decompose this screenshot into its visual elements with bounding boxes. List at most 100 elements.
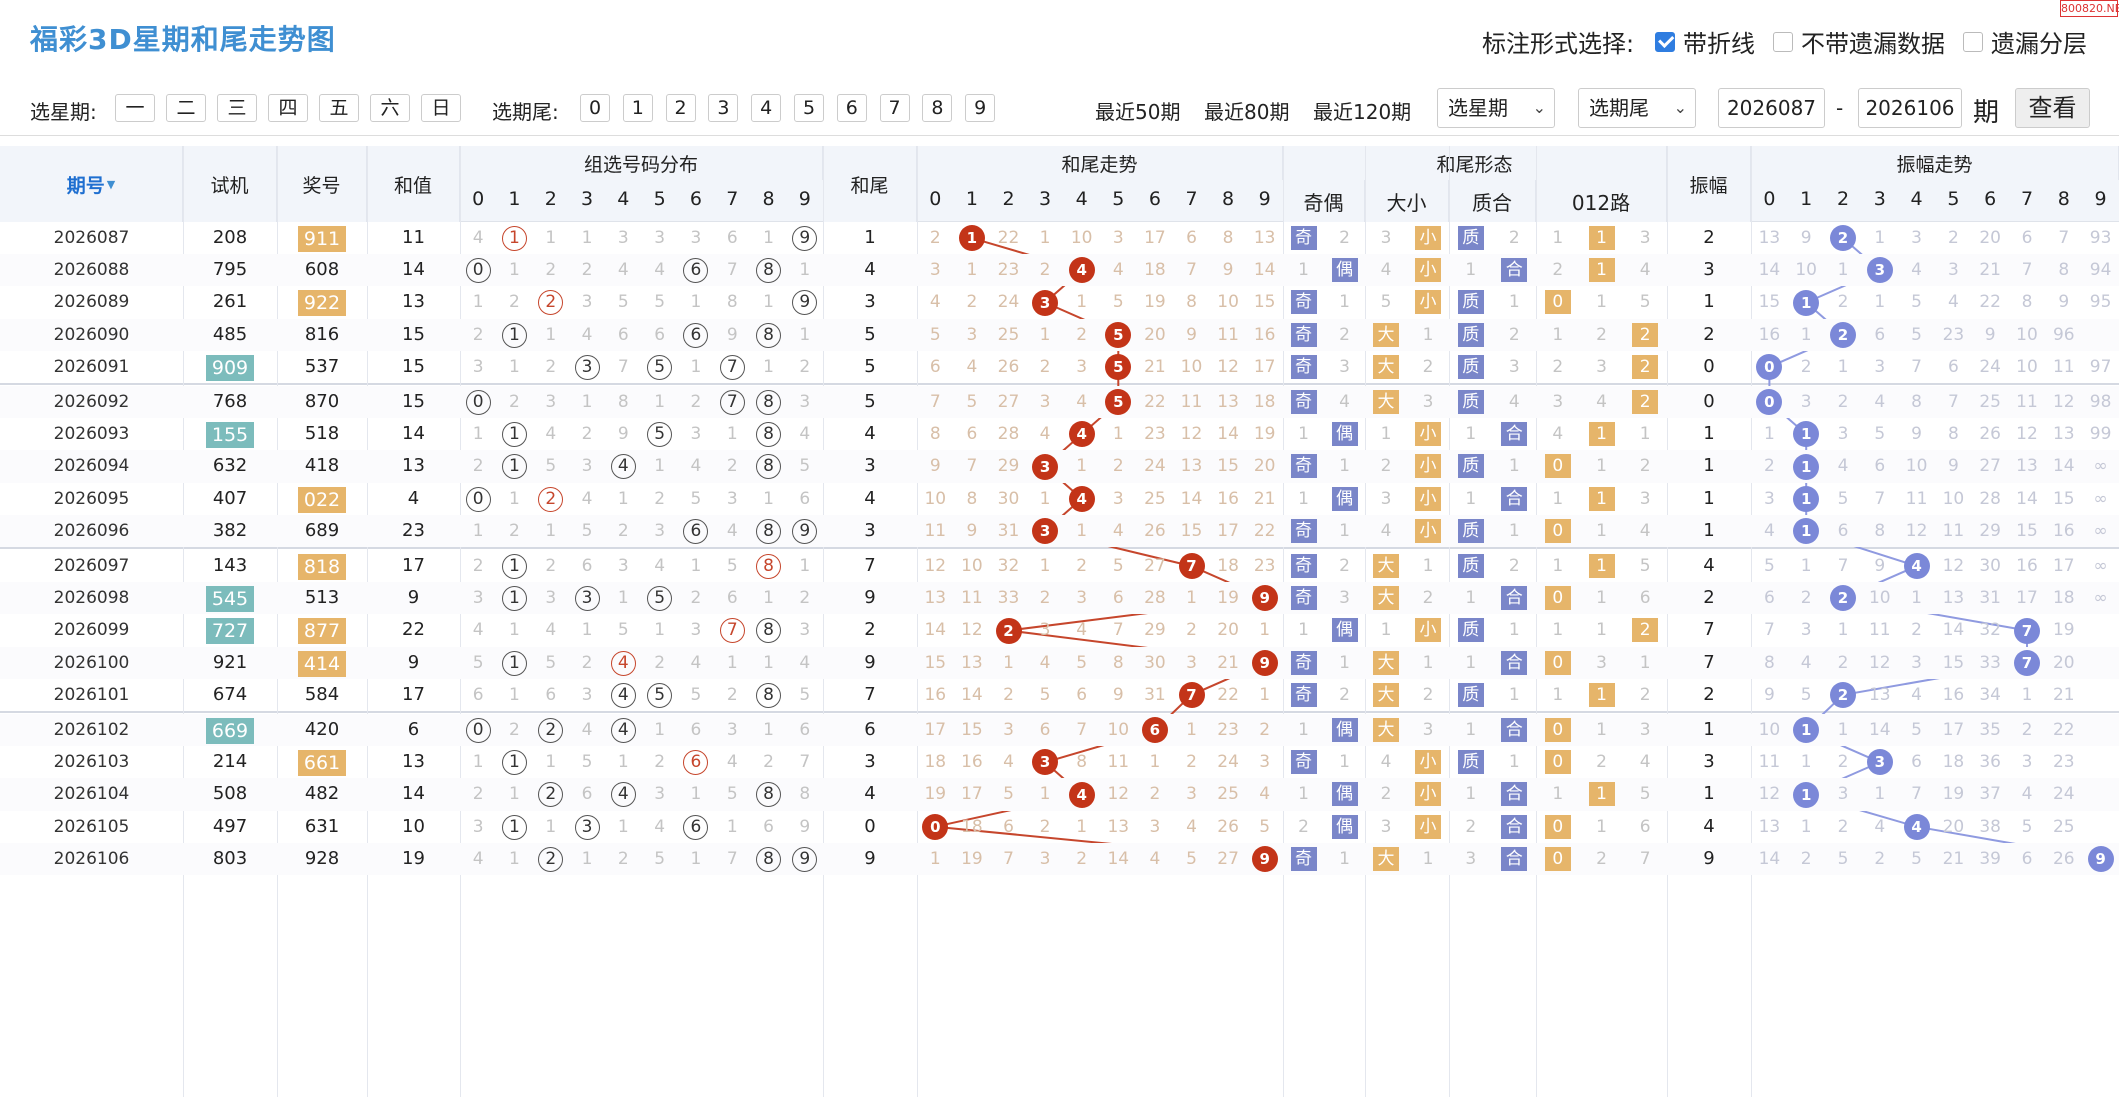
pc-form-cell: 1 bbox=[1465, 260, 1477, 281]
tail-trend-ball: 4 bbox=[1068, 257, 1095, 284]
tail-button-6[interactable]: 6 bbox=[836, 94, 867, 122]
trial-number: 727 bbox=[195, 618, 265, 645]
trial-highlight: 669 bbox=[205, 718, 255, 744]
dist-cell: 2 bbox=[581, 652, 593, 673]
pc-form-cell: 合 bbox=[1496, 782, 1532, 807]
road-cell: 3 bbox=[1596, 356, 1607, 377]
checkbox-with-line[interactable] bbox=[1655, 31, 1675, 52]
amp-trend-miss: 17 bbox=[1942, 720, 1965, 740]
prize-highlight: 661 bbox=[297, 750, 347, 777]
amp-value: 7 bbox=[1703, 619, 1715, 641]
tail-button-1[interactable]: 1 bbox=[622, 94, 653, 122]
bs-form-cell: 小 bbox=[1410, 422, 1446, 447]
checkbox-layered[interactable] bbox=[1963, 31, 1983, 52]
option-layered[interactable]: 遗漏分层 bbox=[1963, 24, 2087, 59]
road-cell: 2 bbox=[1627, 390, 1663, 414]
tail-button-3[interactable]: 3 bbox=[708, 94, 739, 122]
at-digit-header: 2 bbox=[1836, 188, 1850, 210]
tail-trend-miss: 1 bbox=[966, 260, 978, 281]
tail-select[interactable]: 选期尾 ⌄ bbox=[1578, 88, 1696, 128]
weekday-button-7[interactable]: 日 bbox=[421, 94, 461, 122]
tail-button-4[interactable]: 4 bbox=[751, 94, 782, 122]
bs-form-cell: 小 bbox=[1410, 814, 1446, 839]
sum-value: 9 bbox=[407, 587, 420, 609]
oe-form-cell: 偶 bbox=[1327, 618, 1363, 643]
weekday-select[interactable]: 选星期 ⌄ bbox=[1437, 88, 1555, 128]
dist-cell: 1 bbox=[763, 588, 774, 609]
tail-trend-miss: 2 bbox=[1076, 556, 1088, 576]
amp-trend-miss: 7 bbox=[1947, 392, 1959, 412]
weekday-button-4[interactable]: 四 bbox=[268, 94, 308, 122]
tail-trend-header: 和尾走势 bbox=[917, 146, 1283, 180]
weekday-button-5[interactable]: 五 bbox=[319, 94, 359, 122]
dist-cell: 3 bbox=[690, 424, 702, 445]
recent-80-link[interactable]: 最近80期 bbox=[1204, 100, 1290, 124]
dist-cell: 3 bbox=[654, 520, 666, 541]
dist-cell: 7 bbox=[617, 356, 629, 377]
amp-trend-miss: 5 bbox=[1911, 324, 1922, 345]
road-cell: 3 bbox=[1552, 392, 1564, 412]
trial-number: 382 bbox=[212, 519, 248, 541]
amp-trend-ball: 9 bbox=[2087, 845, 2114, 872]
dist-hit-circle: 1 bbox=[501, 650, 527, 676]
dist-hit-circle: 8 bbox=[756, 422, 782, 448]
tail-trend-miss: 4 bbox=[1259, 784, 1271, 805]
bs-form-mark: 大 bbox=[1373, 354, 1399, 379]
amp-trend-miss: 4 bbox=[1800, 652, 1812, 673]
checkbox-no-missing[interactable] bbox=[1773, 31, 1793, 52]
dist-cell: 5 bbox=[581, 752, 593, 773]
road-cell: 1 bbox=[1584, 486, 1620, 511]
tail-button-7[interactable]: 7 bbox=[879, 94, 910, 122]
weekday-button-1[interactable]: 一 bbox=[115, 94, 155, 122]
bs-form-mark: 大 bbox=[1373, 718, 1399, 742]
sum-value: 15 bbox=[402, 355, 425, 377]
tail-button-2[interactable]: 2 bbox=[665, 94, 696, 122]
prize-number: 816 bbox=[304, 323, 340, 345]
at-digit-header: 0 bbox=[1763, 188, 1776, 210]
trial-number: 795 bbox=[212, 259, 248, 281]
end-issue-input[interactable]: 2026106 bbox=[1858, 88, 1962, 128]
prize-number: 818 bbox=[287, 554, 357, 580]
issue-number: 2026099 bbox=[53, 620, 130, 641]
query-button[interactable]: 查看 bbox=[2015, 88, 2090, 128]
dist-cell: 1 bbox=[498, 586, 530, 612]
dist-cell: 1 bbox=[581, 228, 593, 248]
option-no-missing[interactable]: 不带遗漏数据 bbox=[1773, 24, 1945, 59]
bs-form-cell: 大 bbox=[1368, 390, 1404, 414]
bs-form-cell: 4 bbox=[1380, 260, 1392, 281]
weekday-button-2[interactable]: 二 bbox=[166, 94, 206, 122]
dist-hit-circle: 1 bbox=[501, 422, 527, 448]
start-issue-input[interactable]: 2026087 bbox=[1718, 88, 1825, 128]
amp-trend-miss: 24 bbox=[1979, 356, 2001, 377]
table-row: 2026101 674 584 17 6 1 6 3 4 5 5 2 8 5 7 16 14 2 5 6 9 31 22 1 奇… bbox=[0, 679, 2119, 711]
weekday-button-3[interactable]: 三 bbox=[217, 94, 257, 122]
amp-trend-miss: 9 bbox=[1800, 228, 1812, 248]
tail-trend-miss: 3 bbox=[1076, 588, 1088, 609]
tail-button-9[interactable]: 9 bbox=[965, 94, 996, 122]
tail-button-0[interactable]: 0 bbox=[580, 94, 610, 122]
dist-cell: 3 bbox=[472, 816, 484, 837]
amp-value: 2 bbox=[1703, 227, 1715, 248]
pc-form-mark: 合 bbox=[1501, 718, 1528, 742]
recent-120-link[interactable]: 最近120期 bbox=[1313, 100, 1412, 124]
tail-trend-miss: 33 bbox=[997, 588, 1020, 609]
bs-form-cell: 1 bbox=[1380, 620, 1392, 641]
tail-button-8[interactable]: 8 bbox=[922, 94, 953, 122]
dist-hit-circle: 4 bbox=[610, 682, 636, 708]
tail-trend-miss: 3 bbox=[1186, 784, 1197, 805]
tail-button-5[interactable]: 5 bbox=[794, 94, 824, 122]
tail-value: 5 bbox=[864, 355, 876, 377]
tail-trend-miss: 1 bbox=[1186, 588, 1197, 609]
prize-number: 418 bbox=[304, 455, 340, 477]
dist-cell: 1 bbox=[690, 292, 702, 313]
tail-trend-miss: 22 bbox=[1217, 684, 1239, 705]
weekday-button-6[interactable]: 六 bbox=[370, 94, 410, 122]
bs-form-cell: 5 bbox=[1380, 292, 1392, 313]
option-with-line[interactable]: 带折线 bbox=[1655, 24, 1755, 59]
dist-cell: 8 bbox=[799, 784, 811, 805]
issue-header[interactable]: 期号 ▼ bbox=[0, 146, 183, 222]
sort-down-icon[interactable]: ▼ bbox=[106, 177, 116, 191]
tail-trend-miss: 11 bbox=[924, 520, 947, 541]
recent-50-link[interactable]: 最近50期 bbox=[1095, 100, 1181, 124]
